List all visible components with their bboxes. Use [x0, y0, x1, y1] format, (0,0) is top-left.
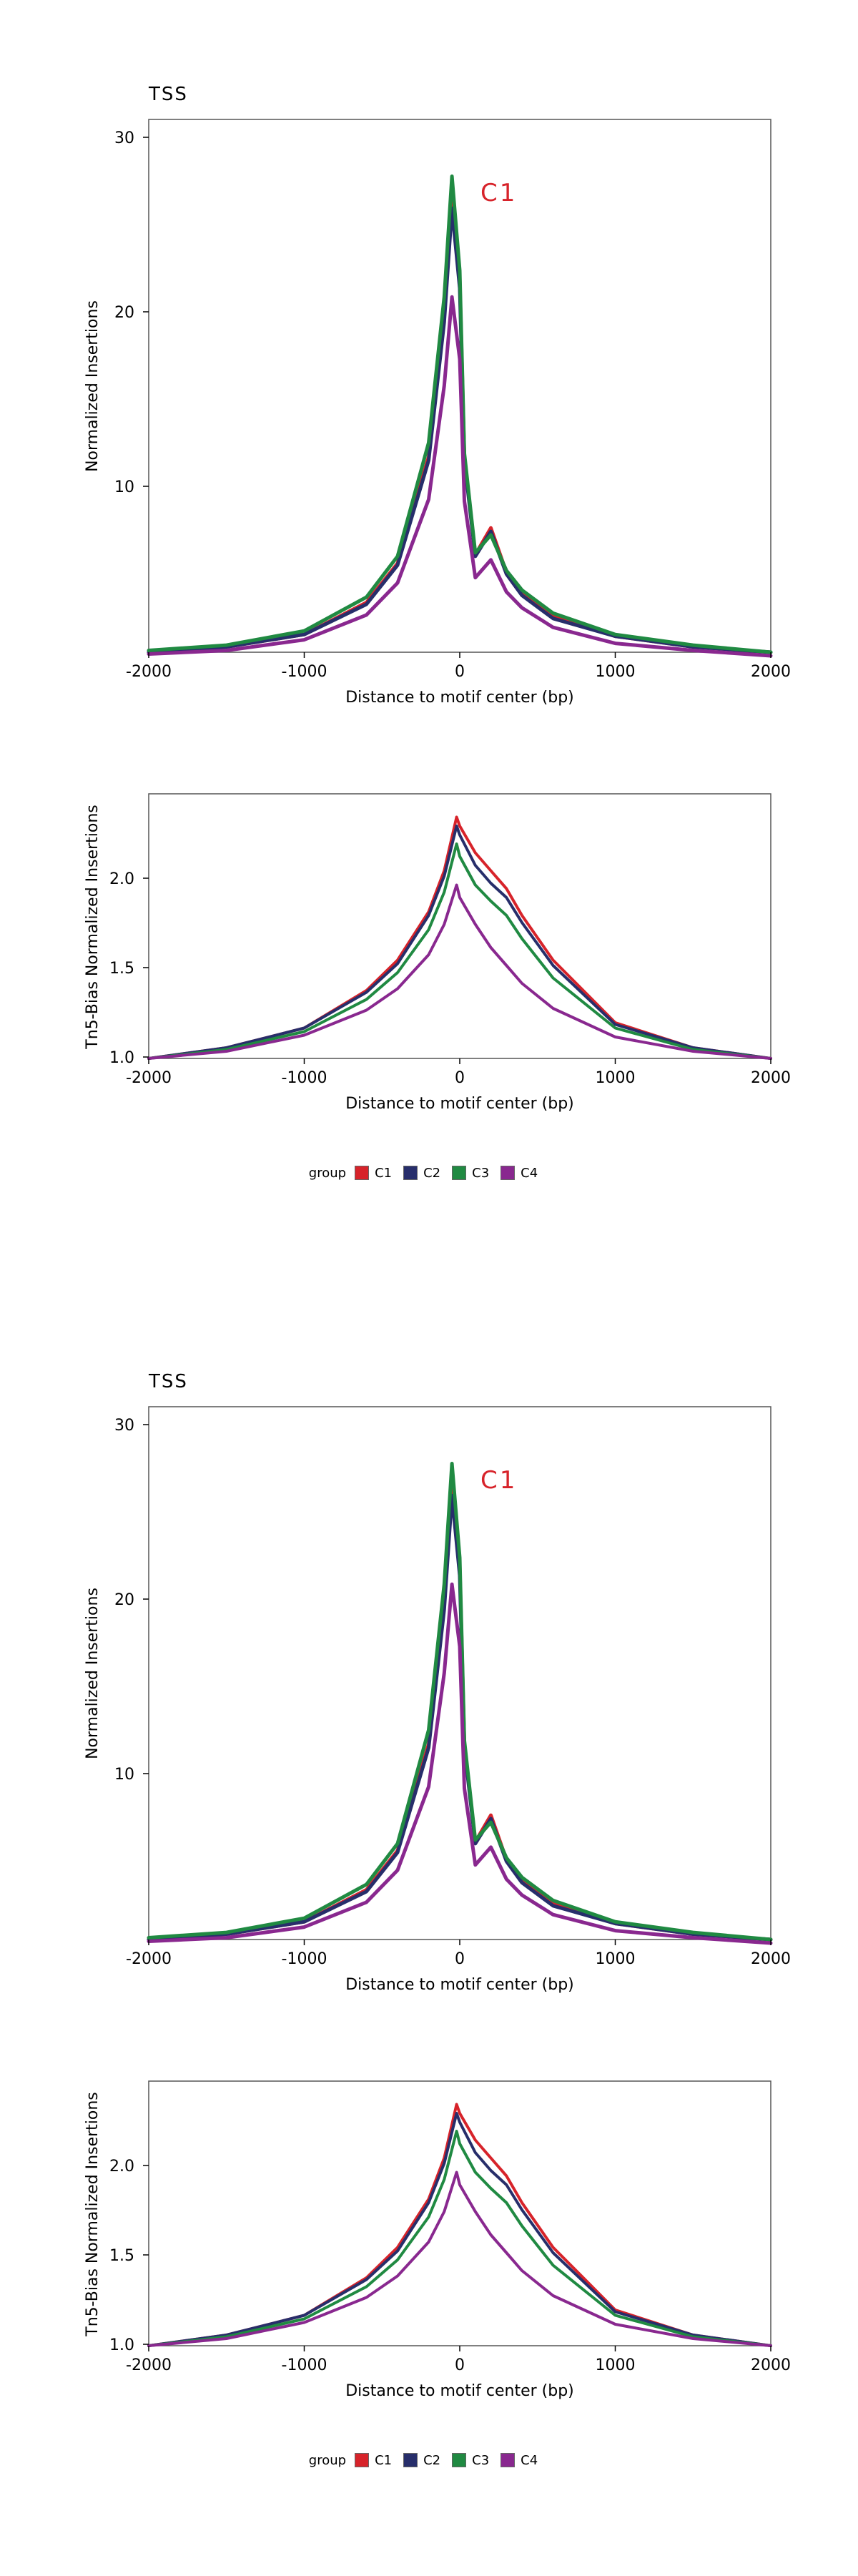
series-line-c3 [147, 2130, 772, 2347]
legend-label: C3 [472, 2452, 490, 2468]
y-tick-label: 1.5 [109, 960, 134, 978]
legend-swatch [403, 2453, 418, 2467]
legend-item-c3: C3 [452, 2453, 489, 2468]
panel-title: TSS [148, 84, 188, 105]
y-tick-label: 10 [114, 478, 134, 496]
x-tick-label: 2000 [751, 663, 791, 681]
legend-label: C2 [423, 2452, 441, 2468]
cluster-annotation: C1 [480, 1466, 517, 1495]
bottom-plot: 1.0 1.5 2.0 -2000 -1000 0 1000 2000 Dist… [84, 793, 791, 1113]
legend-item-c3: C3 [452, 1166, 489, 1181]
legend-title: group [308, 2452, 347, 2468]
x-tick-label: -2000 [126, 2356, 172, 2374]
y-tick-label: 1.5 [109, 2247, 134, 2265]
x-tick-label: 1000 [596, 1950, 636, 1968]
legend-label: C2 [423, 1165, 441, 1181]
x-tick-label: -1000 [282, 2356, 327, 2374]
legend-swatch [500, 2453, 516, 2467]
panel-title: TSS [148, 1371, 188, 1392]
tss-figure-svg-2: TSS C1 10 20 30 -2000 -1000 0 1000 2000 … [84, 1371, 791, 2400]
top-plot: C1 10 20 30 -2000 -1000 0 1000 2000 Dist… [84, 119, 791, 707]
y-tick-label: 2.0 [109, 870, 134, 888]
legend-swatch [452, 1166, 467, 1180]
x-tick-label: 2000 [751, 1950, 791, 1968]
y-tick-label: 1.0 [109, 2336, 134, 2354]
x-tick-label: 0 [455, 2356, 465, 2374]
tss-figure-panel-1: TSS C1 10 20 30 -2000 -1000 0 1000 2000 … [0, 0, 858, 1280]
legend-item-c1: C1 [355, 1166, 392, 1181]
legend: group C1 C2 C3 C4 [0, 1159, 858, 1187]
x-tick-label: -1000 [282, 1950, 327, 1968]
legend-label: C1 [375, 1165, 393, 1181]
y-tick-label: 20 [114, 1591, 134, 1609]
x-tick-label: -2000 [126, 663, 172, 681]
series-line-c3 [147, 842, 772, 1060]
x-tick-label: -1000 [282, 1069, 327, 1087]
x-tick-label: 1000 [596, 1069, 636, 1087]
cluster-annotation: C1 [480, 179, 517, 207]
legend: group C1 C2 C3 C4 [0, 2446, 858, 2474]
top-plot-series-group [147, 174, 773, 658]
series-line-c4 [147, 2171, 772, 2347]
y-axis-label: Tn5-Bias Normalized Insertions [84, 2092, 102, 2337]
legend-item-c1: C1 [355, 2453, 392, 2468]
x-tick-label: -1000 [282, 663, 327, 681]
legend-item-c2: C2 [403, 2453, 440, 2468]
legend-item-c4: C4 [500, 1166, 538, 1181]
legend-swatch [452, 2453, 467, 2467]
y-tick-label: 30 [114, 129, 134, 147]
x-tick-label: 2000 [751, 1069, 791, 1087]
x-axis-label: Distance to motif center (bp) [345, 2382, 574, 2400]
series-line-c4 [147, 1582, 773, 1945]
y-tick-label: 1.0 [109, 1049, 134, 1067]
y-axis-label: Tn5-Bias Normalized Insertions [84, 805, 102, 1050]
top-plot: C1 10 20 30 -2000 -1000 0 1000 2000 Dist… [84, 1406, 791, 1994]
x-axis-label: Distance to motif center (bp) [345, 689, 574, 707]
y-axis-label: Normalized Insertions [84, 300, 102, 472]
series-line-c4 [147, 295, 773, 658]
legend-label: C1 [375, 2452, 393, 2468]
x-tick-label: -2000 [126, 1069, 172, 1087]
series-line-c2 [147, 2112, 772, 2347]
tss-figure-svg-1: TSS C1 10 20 30 -2000 -1000 0 1000 2000 … [84, 84, 791, 1113]
series-line-c3 [147, 174, 773, 654]
legend-swatch [355, 1166, 370, 1180]
bottom-plot: 1.0 1.5 2.0 -2000 -1000 0 1000 2000 Dist… [84, 2080, 791, 2400]
y-axis-label: Normalized Insertions [84, 1588, 102, 1759]
series-line-c4 [147, 883, 772, 1060]
y-tick-label: 20 [114, 304, 134, 322]
legend-swatch [355, 2453, 370, 2467]
tss-figure-panel-2: TSS C1 10 20 30 -2000 -1000 0 1000 2000 … [0, 1287, 858, 2567]
legend-label: C4 [521, 2452, 538, 2468]
legend-swatch [500, 1166, 516, 1180]
legend-title: group [308, 1165, 347, 1181]
top-plot-series-group [147, 1462, 773, 1945]
x-tick-label: 0 [455, 663, 465, 681]
legend-item-c4: C4 [500, 2453, 538, 2468]
y-tick-label: 10 [114, 1766, 134, 1784]
x-axis-label: Distance to motif center (bp) [345, 1976, 574, 1994]
x-tick-label: 1000 [596, 663, 636, 681]
series-line-c3 [147, 1462, 773, 1942]
series-line-c2 [147, 825, 772, 1060]
x-tick-label: -2000 [126, 1950, 172, 1968]
legend-label: C4 [521, 1165, 538, 1181]
legend-label: C3 [472, 1165, 490, 1181]
legend-item-c2: C2 [403, 1166, 440, 1181]
bottom-plot-series-group [147, 2103, 772, 2347]
y-tick-label: 30 [114, 1417, 134, 1435]
x-tick-label: 0 [455, 1950, 465, 1968]
bottom-plot-series-group [147, 815, 772, 1060]
y-tick-label: 2.0 [109, 2158, 134, 2176]
x-tick-label: 1000 [596, 2356, 636, 2374]
x-axis-label: Distance to motif center (bp) [345, 1095, 574, 1113]
x-tick-label: 0 [455, 1069, 465, 1087]
legend-swatch [403, 1166, 418, 1180]
x-tick-label: 2000 [751, 2356, 791, 2374]
